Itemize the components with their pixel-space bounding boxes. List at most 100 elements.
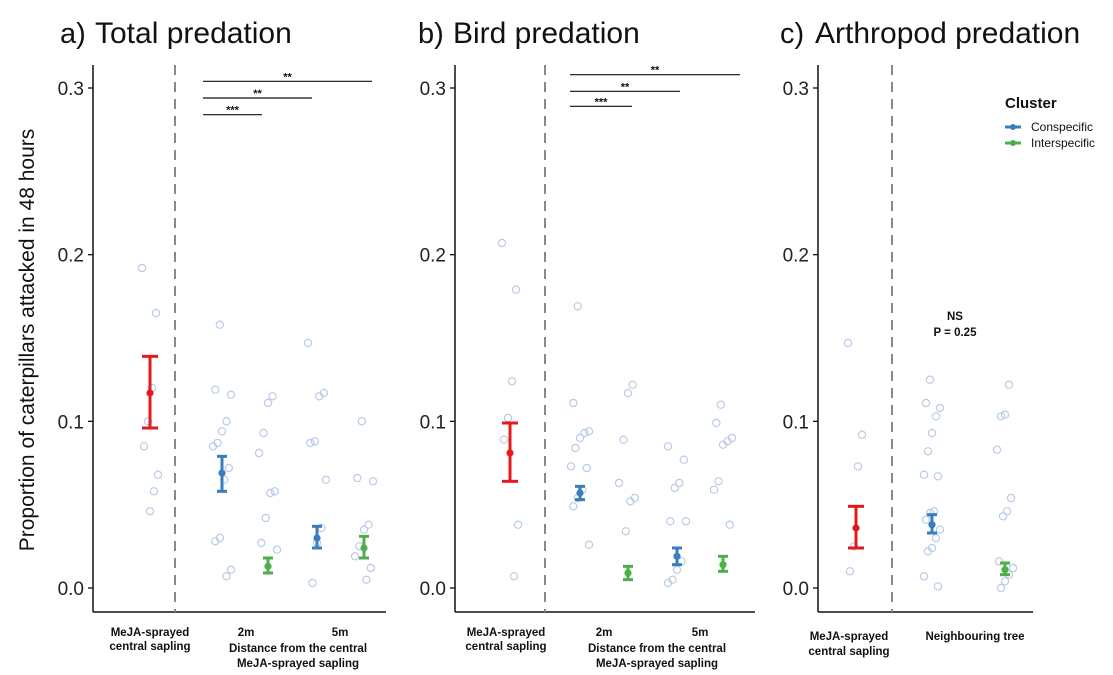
panel-a-series-2-point (270, 487, 279, 496)
panel-b-series-3-point (663, 442, 673, 451)
panel-b-series-4-point (718, 440, 728, 449)
panel-c-ytick-label-0: 0.0 (783, 579, 809, 600)
panel-c-ytick-label-1: 0.1 (783, 412, 809, 433)
panel-a-series-1-point (224, 463, 233, 473)
panel-b-series-2-point (614, 478, 624, 488)
panel-c-letter: c) (780, 18, 804, 50)
panel-b-series-0-mean (506, 449, 514, 457)
panel-a-series-2-point (257, 538, 266, 548)
panel-a-letter: a) (60, 18, 86, 50)
panel-c-title: Arthropod predation (815, 17, 1080, 50)
panel-a-ytick-label-0: 0.0 (58, 579, 84, 600)
panel-b-series-0-point (511, 285, 521, 294)
panel-c-series-2-point (996, 583, 1006, 593)
legend-item-interspecific: Interspecific (1005, 136, 1095, 150)
panel-a-series-3-point (308, 578, 317, 588)
panel-a-series-1-point (222, 572, 231, 581)
panel-b-series-3-point (672, 565, 682, 574)
panel-a-ytick-label-2: 0.2 (58, 246, 84, 267)
panel-b-series-3-point (675, 478, 684, 488)
panel-c-series-1-point (919, 572, 929, 581)
panel-b-series-1-point (573, 302, 583, 311)
panel-a-series-2-point (266, 488, 275, 498)
panel-a-series-2-point (268, 392, 277, 401)
panel-a-series-3-point (306, 438, 315, 448)
panel-c-series-0-point (845, 567, 855, 576)
panel-a-series-0-point (137, 263, 147, 273)
panel-a-ytick-label-3: 0.3 (58, 79, 84, 100)
panel-b-series-3-point (670, 483, 680, 493)
panel-b-series-2-mean (624, 569, 632, 577)
panel-b-series-3-point (666, 517, 675, 526)
panel-c-series-1-point (925, 375, 935, 384)
panel-b-letter: b) (418, 18, 444, 50)
panel-a-series-2-mean (264, 562, 272, 570)
panel-c-series-2-mean (1001, 566, 1009, 574)
panel-c-series-2-point (1004, 380, 1014, 389)
panel-a-series-4-point (350, 552, 360, 561)
panel-c-series-1-point (931, 412, 941, 421)
panel-a-series-4-point (364, 520, 373, 529)
legend-title: Cluster (1005, 95, 1057, 112)
panel-b-series-2-point (628, 380, 637, 389)
panel-c-series-2-point (1008, 563, 1018, 573)
panel-b-series-4-point (709, 485, 719, 494)
panel-a-series-1-point (217, 427, 227, 436)
panel-b-series-4-point (716, 400, 726, 409)
panel-a-series-3-point (315, 392, 324, 401)
panel-c-series-1-point (923, 447, 933, 456)
panel-a-series-4-point (366, 563, 375, 573)
panel-b-xlabel-line2: MeJA-sprayed sapling (596, 658, 718, 670)
panel-a-bracket-0-label: ** (283, 71, 292, 83)
panel-a-plot: 0.00.10.20.3 ******* MeJA-sprayed centra… (58, 65, 386, 670)
panel-c-series-1-point (933, 582, 943, 591)
legend: Cluster Conspecific Interspecific (1005, 95, 1095, 150)
panel-b-series-1-point (584, 427, 594, 436)
panel-b-series-0-point (507, 377, 517, 386)
panel-b-xcat-2m: 2m (596, 627, 613, 639)
panel-c-xcat-meja-line2: central sapling (808, 646, 889, 658)
panel-b-series-3-point (679, 455, 689, 464)
panel-b-plot: 0.00.10.20.3 ******* MeJA-sprayed centra… (420, 65, 755, 670)
panel-a-series-1-point (211, 537, 220, 546)
panel-c-series-1-point (935, 403, 945, 413)
panel-a-ytick-label-1: 0.1 (58, 412, 84, 433)
panel-b-title: Bird predation (453, 17, 640, 50)
panel-b-series-1-point (584, 540, 594, 549)
panel-c-series-2-point (1006, 493, 1016, 503)
panel-c-series-1-point (927, 428, 937, 438)
panel-a-series-0-point (151, 308, 161, 318)
panel-a-series-3-mean (313, 534, 321, 542)
panel-c-series-1-point (933, 472, 943, 481)
panel-b-series-4-point (725, 520, 735, 529)
panel-c-series-2-point (998, 512, 1008, 521)
panel-c-series-0-point (853, 462, 863, 471)
panel-b-series-2-point (626, 497, 635, 506)
panel-b-ytick-label-2: 0.2 (420, 246, 446, 267)
panel-c-series-0-mean (852, 524, 860, 532)
panel-c-series-2-point (994, 557, 1004, 566)
panel-a-series-3-point (310, 437, 319, 446)
panel-b-xcat-5m: 5m (692, 627, 709, 639)
panel-b-xlabel-line1: Distance from the central (588, 643, 726, 655)
panel-c-series-2-point (1002, 507, 1012, 516)
panel-b-series-1-point (569, 398, 578, 408)
panel-b-series-2-point (619, 435, 628, 444)
panel-b-series-4-point (714, 477, 723, 486)
panel-a-series-4-point (368, 477, 378, 486)
panel-b-series-3-mean (673, 552, 681, 560)
panel-b-series-1-point (569, 502, 578, 511)
panel-b-series-1-mean (576, 489, 584, 497)
panel-c-series-2-point (992, 445, 1002, 454)
panel-a-xcat-2m: 2m (238, 627, 255, 639)
panel-a-series-2-point (259, 428, 268, 438)
panel-c-series-1-point (921, 515, 931, 524)
panel-c-series-0-point (857, 430, 867, 439)
panel-a-series-4-point (362, 575, 371, 584)
panel-c-series-1-point (935, 525, 945, 534)
panel-a-series-4-point (359, 525, 369, 534)
panel-c-series-1-point (921, 398, 931, 408)
legend-dot-interspecific (1010, 140, 1016, 146)
panel-b-bracket-2-label: *** (595, 96, 609, 108)
panel-b-series-0-point (497, 238, 507, 248)
